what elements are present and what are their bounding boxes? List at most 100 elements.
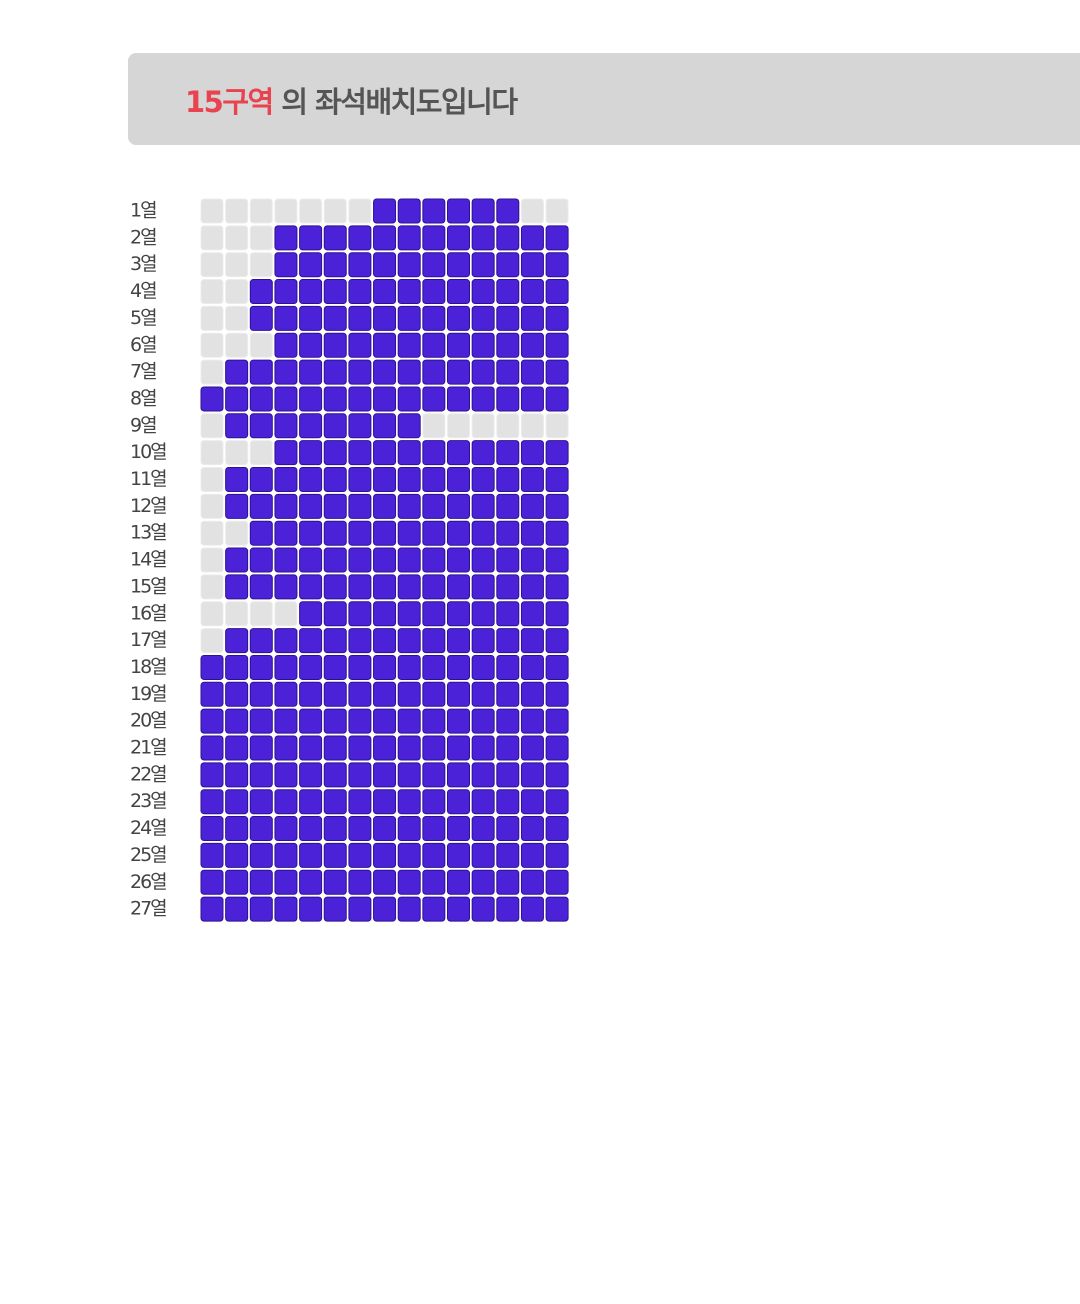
- seat-available[interactable]: [397, 842, 421, 868]
- seat-available[interactable]: [422, 305, 446, 331]
- seat-available[interactable]: [323, 574, 347, 600]
- seat-available[interactable]: [348, 440, 372, 466]
- seat-available[interactable]: [447, 332, 470, 358]
- seat-available[interactable]: [323, 225, 347, 251]
- seat-available[interactable]: [520, 896, 544, 922]
- seat-available[interactable]: [520, 789, 544, 815]
- seat-available[interactable]: [397, 735, 421, 761]
- seat-available[interactable]: [274, 816, 298, 842]
- seat-available[interactable]: [373, 628, 397, 654]
- seat-available[interactable]: [422, 467, 446, 492]
- seat-available[interactable]: [447, 789, 470, 815]
- seat-available[interactable]: [323, 842, 347, 868]
- seat-available[interactable]: [323, 279, 347, 305]
- seat-available[interactable]: [348, 574, 372, 600]
- seat-available[interactable]: [545, 225, 569, 251]
- seat-available[interactable]: [299, 493, 323, 519]
- seat-available[interactable]: [496, 735, 520, 761]
- seat-available[interactable]: [545, 789, 569, 815]
- seat-available[interactable]: [225, 869, 249, 895]
- seat-available[interactable]: [545, 896, 569, 922]
- seat-available[interactable]: [323, 359, 347, 385]
- seat-available[interactable]: [422, 359, 446, 385]
- seat-available[interactable]: [225, 386, 249, 412]
- seat-available[interactable]: [225, 762, 249, 788]
- seat-available[interactable]: [225, 547, 249, 573]
- seat-available[interactable]: [249, 305, 273, 331]
- seat-available[interactable]: [545, 252, 569, 278]
- seat-available[interactable]: [496, 842, 520, 868]
- seat-available[interactable]: [249, 762, 273, 788]
- seat-available[interactable]: [422, 708, 446, 734]
- seat-available[interactable]: [274, 762, 298, 788]
- seat-available[interactable]: [323, 332, 347, 358]
- seat-available[interactable]: [447, 198, 470, 224]
- seat-available[interactable]: [348, 413, 372, 439]
- seat-available[interactable]: [249, 654, 273, 680]
- seat-available[interactable]: [496, 547, 520, 573]
- seat-available[interactable]: [496, 225, 520, 251]
- seat-available[interactable]: [422, 816, 446, 842]
- seat-available[interactable]: [545, 359, 569, 385]
- seat-available[interactable]: [323, 762, 347, 788]
- seat-available[interactable]: [348, 654, 372, 680]
- seat-available[interactable]: [471, 735, 495, 761]
- seat-available[interactable]: [447, 359, 470, 385]
- seat-available[interactable]: [545, 386, 569, 412]
- seat-available[interactable]: [274, 869, 298, 895]
- seat-available[interactable]: [299, 252, 323, 278]
- seat-available[interactable]: [373, 708, 397, 734]
- seat-available[interactable]: [422, 789, 446, 815]
- seat-available[interactable]: [496, 574, 520, 600]
- seat-available[interactable]: [373, 359, 397, 385]
- seat-available[interactable]: [299, 789, 323, 815]
- seat-available[interactable]: [471, 225, 495, 251]
- seat-available[interactable]: [545, 816, 569, 842]
- seat-available[interactable]: [447, 735, 470, 761]
- seat-available[interactable]: [348, 359, 372, 385]
- seat-available[interactable]: [274, 574, 298, 600]
- seat-available[interactable]: [274, 359, 298, 385]
- seat-available[interactable]: [249, 359, 273, 385]
- seat-available[interactable]: [323, 467, 347, 492]
- seat-available[interactable]: [323, 896, 347, 922]
- seat-available[interactable]: [471, 708, 495, 734]
- seat-available[interactable]: [520, 440, 544, 466]
- seat-available[interactable]: [323, 252, 347, 278]
- seat-available[interactable]: [249, 789, 273, 815]
- seat-available[interactable]: [496, 332, 520, 358]
- seat-available[interactable]: [200, 735, 224, 761]
- seat-available[interactable]: [373, 735, 397, 761]
- seat-available[interactable]: [373, 547, 397, 573]
- seat-available[interactable]: [274, 789, 298, 815]
- seat-available[interactable]: [496, 305, 520, 331]
- seat-available[interactable]: [471, 252, 495, 278]
- seat-available[interactable]: [299, 708, 323, 734]
- seat-available[interactable]: [249, 386, 273, 412]
- seat-available[interactable]: [323, 305, 347, 331]
- seat-available[interactable]: [422, 869, 446, 895]
- seat-available[interactable]: [471, 440, 495, 466]
- seat-available[interactable]: [447, 252, 470, 278]
- seat-available[interactable]: [397, 198, 421, 224]
- seat-available[interactable]: [323, 413, 347, 439]
- seat-available[interactable]: [323, 493, 347, 519]
- seat-available[interactable]: [545, 601, 569, 627]
- seat-available[interactable]: [225, 359, 249, 385]
- seat-available[interactable]: [274, 305, 298, 331]
- seat-available[interactable]: [471, 816, 495, 842]
- seat-available[interactable]: [299, 842, 323, 868]
- seat-available[interactable]: [496, 386, 520, 412]
- seat-available[interactable]: [373, 681, 397, 707]
- seat-available[interactable]: [496, 869, 520, 895]
- seat-available[interactable]: [545, 305, 569, 331]
- seat-available[interactable]: [225, 681, 249, 707]
- seat-available[interactable]: [274, 547, 298, 573]
- seat-available[interactable]: [299, 735, 323, 761]
- seat-available[interactable]: [496, 198, 520, 224]
- seat-available[interactable]: [397, 467, 421, 492]
- seat-available[interactable]: [397, 601, 421, 627]
- seat-available[interactable]: [471, 359, 495, 385]
- seat-available[interactable]: [545, 708, 569, 734]
- seat-available[interactable]: [422, 681, 446, 707]
